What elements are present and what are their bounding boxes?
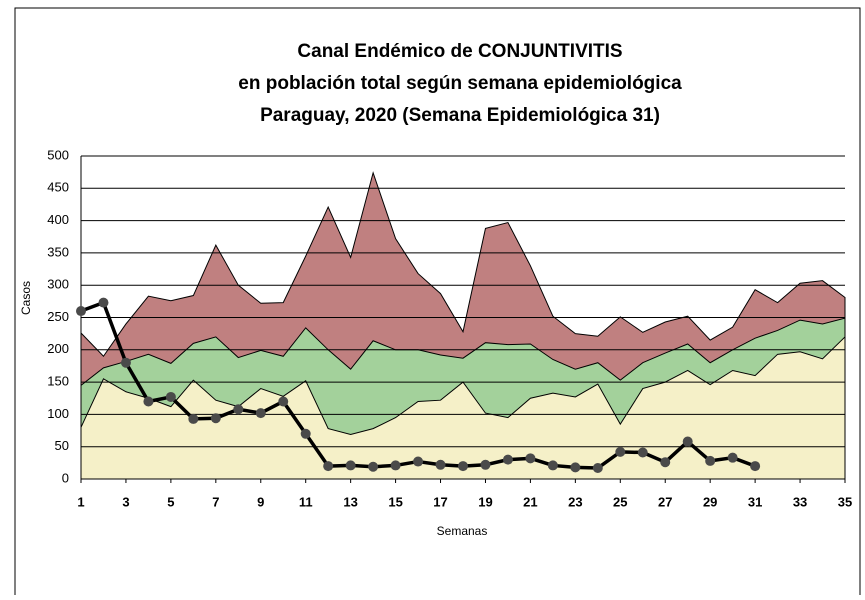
y-tick-label: 400 bbox=[47, 212, 69, 227]
x-tick-label: 25 bbox=[613, 494, 627, 509]
y-tick-label: 0 bbox=[62, 470, 69, 485]
x-tick-label: 21 bbox=[523, 494, 537, 509]
y-tick-label: 50 bbox=[55, 438, 69, 453]
point bbox=[278, 396, 289, 407]
point bbox=[345, 460, 356, 471]
y-axis-label: Casos bbox=[19, 281, 33, 315]
point bbox=[143, 396, 154, 407]
point bbox=[390, 460, 401, 471]
y-tick-label: 300 bbox=[47, 277, 69, 292]
x-tick-label: 29 bbox=[703, 494, 717, 509]
title-line: Canal Endémico de CONJUNTIVITIS bbox=[297, 41, 622, 62]
point bbox=[76, 306, 86, 317]
point bbox=[592, 463, 603, 474]
point bbox=[188, 413, 199, 424]
point bbox=[682, 436, 693, 447]
x-tick-label: 15 bbox=[388, 494, 402, 509]
x-tick-label: 19 bbox=[478, 494, 492, 509]
point bbox=[705, 455, 716, 466]
y-tick-label: 450 bbox=[47, 180, 69, 195]
y-tick-label: 250 bbox=[47, 309, 69, 324]
point bbox=[458, 461, 468, 472]
point bbox=[727, 452, 738, 463]
x-tick-label: 17 bbox=[433, 494, 447, 509]
x-tick-label: 13 bbox=[343, 494, 357, 509]
point bbox=[547, 460, 558, 471]
point bbox=[255, 408, 266, 419]
x-tick-label: 3 bbox=[122, 494, 129, 509]
x-tick-label: 7 bbox=[212, 494, 219, 509]
x-tick-label: 35 bbox=[838, 494, 852, 509]
x-tick-label: 31 bbox=[748, 494, 762, 509]
point bbox=[323, 461, 334, 472]
y-tick-label: 150 bbox=[47, 374, 69, 389]
point bbox=[210, 413, 221, 424]
x-tick-label: 9 bbox=[257, 494, 264, 509]
x-tick-label: 23 bbox=[568, 494, 582, 509]
area bbox=[80, 335, 846, 480]
y-tick-label: 100 bbox=[47, 406, 69, 421]
x-tick-label: 33 bbox=[793, 494, 807, 509]
point bbox=[480, 459, 491, 470]
point bbox=[502, 454, 513, 465]
y-tick-label: 200 bbox=[47, 341, 69, 356]
x-axis-label: Semanas bbox=[437, 524, 488, 538]
y-tick-label: 350 bbox=[47, 244, 69, 259]
point bbox=[435, 459, 446, 470]
point bbox=[525, 453, 536, 464]
point bbox=[300, 428, 311, 439]
point bbox=[98, 297, 109, 308]
y-tick-label: 500 bbox=[47, 147, 69, 162]
point bbox=[233, 404, 244, 415]
point bbox=[750, 461, 761, 472]
x-tick-label: 11 bbox=[299, 494, 313, 509]
point bbox=[368, 461, 379, 472]
x-tick-label: 5 bbox=[167, 494, 174, 509]
point bbox=[120, 357, 131, 368]
point bbox=[413, 456, 424, 467]
point bbox=[615, 446, 626, 457]
point bbox=[570, 462, 581, 473]
point bbox=[637, 447, 648, 458]
title-line: en población total según semana epidemio… bbox=[238, 73, 682, 94]
x-tick-label: 27 bbox=[658, 494, 672, 509]
x-tick-label: 1 bbox=[77, 494, 84, 509]
point bbox=[660, 457, 671, 468]
frame bbox=[14, 7, 861, 600]
title-line: Paraguay, 2020 (Semana Epidemiológica 31… bbox=[260, 105, 660, 126]
point bbox=[165, 391, 176, 402]
